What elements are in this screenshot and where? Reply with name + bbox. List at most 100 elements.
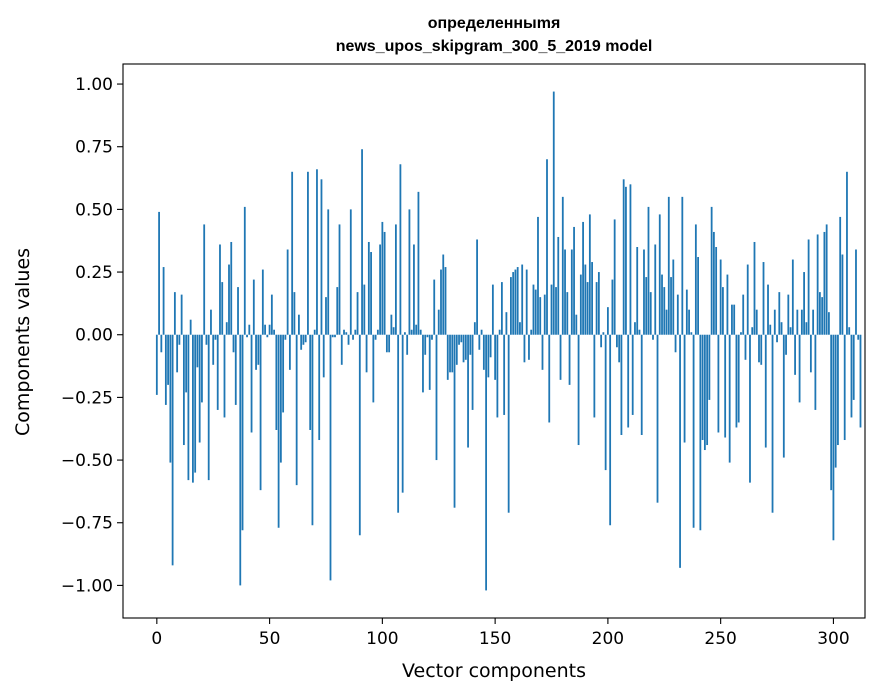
bar (505, 312, 508, 335)
bar (476, 239, 478, 335)
bar (688, 309, 690, 335)
bar (649, 292, 652, 335)
bar (178, 334, 181, 345)
bar (406, 334, 409, 355)
bar (537, 216, 539, 335)
bar (670, 277, 672, 335)
bar (609, 334, 612, 526)
bar (674, 334, 677, 353)
bar (606, 307, 609, 335)
bar (557, 236, 560, 335)
bar (830, 334, 833, 491)
bar (343, 329, 345, 335)
bar (850, 334, 853, 418)
bar (814, 334, 817, 410)
bar (257, 334, 260, 365)
bar (336, 287, 339, 335)
bar (638, 329, 641, 335)
bar (422, 334, 424, 393)
bar (737, 334, 740, 423)
bar (201, 334, 203, 403)
bar (453, 334, 456, 508)
bar (555, 287, 557, 335)
x-tick-label: 0 (151, 629, 162, 649)
bar (762, 262, 765, 335)
bar (401, 334, 404, 493)
bar (564, 249, 566, 335)
bar (397, 334, 400, 513)
bar (241, 334, 244, 531)
bar (627, 334, 630, 428)
bar (394, 224, 397, 335)
y-tick-label: −0.75 (61, 514, 113, 534)
x-axis-label: Vector components (402, 660, 586, 682)
y-tick-label: −0.25 (61, 388, 113, 408)
bar (629, 184, 632, 335)
bar (164, 334, 167, 405)
bar (413, 244, 415, 335)
bar (286, 249, 289, 335)
bar (816, 234, 819, 335)
bar (433, 279, 436, 335)
bar (219, 244, 221, 335)
bar (392, 327, 395, 335)
bar (712, 231, 715, 335)
bar (568, 334, 571, 385)
bar (521, 264, 524, 335)
bar (334, 334, 336, 338)
x-axis-ticks: 0 50 100 150 200 250 300 (151, 618, 850, 649)
bar (446, 334, 449, 380)
bar (345, 332, 348, 335)
bar (237, 287, 239, 335)
bar (185, 334, 188, 393)
bar (451, 334, 454, 373)
bar (773, 309, 776, 335)
bar (859, 334, 862, 428)
bar (530, 329, 533, 335)
bar (431, 334, 433, 340)
bar (552, 91, 555, 335)
bar (354, 329, 357, 335)
bar (843, 334, 846, 441)
bar (239, 334, 242, 586)
bar (645, 277, 648, 335)
bar (374, 334, 377, 340)
bar (307, 171, 309, 335)
bar (370, 252, 372, 335)
bar (300, 334, 303, 350)
bar (634, 322, 636, 335)
bar (652, 334, 654, 340)
bar (293, 292, 296, 335)
bar (857, 334, 860, 340)
bar (582, 221, 584, 335)
bar (807, 239, 810, 335)
bar (471, 334, 474, 410)
bar (719, 259, 722, 335)
bar (753, 241, 756, 335)
bar (672, 259, 675, 335)
bar (205, 334, 208, 345)
bar (415, 324, 418, 335)
bar (534, 289, 537, 335)
bar (379, 244, 381, 335)
bar (566, 292, 569, 335)
bars-group (155, 91, 862, 591)
bar (408, 209, 411, 335)
bar (821, 297, 824, 335)
bar (264, 324, 266, 335)
bar (828, 312, 830, 335)
bar (855, 249, 857, 335)
bar (464, 334, 467, 360)
bar (288, 334, 291, 370)
bar (381, 221, 384, 335)
bar (458, 334, 460, 345)
bar (449, 334, 451, 373)
bar (196, 334, 199, 368)
bar (347, 334, 350, 345)
bar (358, 334, 361, 536)
bar (214, 334, 217, 340)
bar (852, 334, 855, 400)
bar (640, 334, 643, 435)
bar (794, 334, 796, 375)
bar (426, 334, 429, 338)
